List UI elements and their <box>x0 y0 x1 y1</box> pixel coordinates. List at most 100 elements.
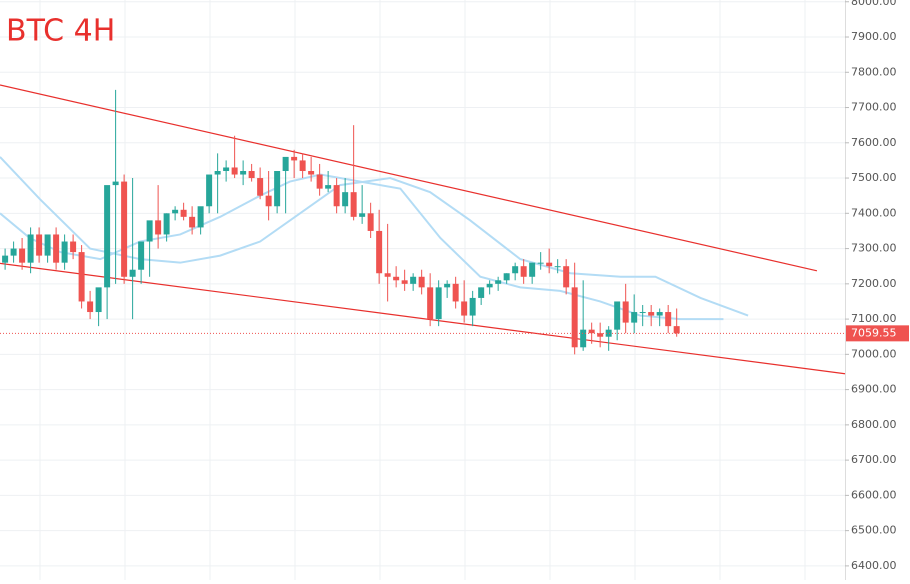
y-tick-label: 7700.00 <box>851 101 897 114</box>
candle-body <box>138 241 145 270</box>
y-tick-label: 7500.00 <box>851 171 897 184</box>
candle-body <box>631 312 638 323</box>
candle-body <box>478 287 485 298</box>
candle-body <box>367 213 374 231</box>
y-tick-label: 6400.00 <box>851 559 897 572</box>
candle-body <box>146 220 153 242</box>
candle-body <box>605 329 612 337</box>
last-price-label: 7059.55 <box>851 326 897 339</box>
candle-body <box>223 167 230 172</box>
candle-body <box>240 171 247 175</box>
candle-body <box>121 181 128 277</box>
candle-body <box>78 252 85 302</box>
candle-body <box>359 213 366 217</box>
y-tick-label: 6800.00 <box>851 418 897 431</box>
candle-body <box>571 287 578 348</box>
candle-body <box>325 185 332 189</box>
candle-body <box>435 287 442 320</box>
chart-title: BTC 4H <box>6 14 115 49</box>
candle-body <box>36 234 43 256</box>
candle-body <box>231 167 238 175</box>
candle-body <box>27 234 34 263</box>
candle-body <box>512 266 519 274</box>
candle-body <box>206 174 213 207</box>
candle-body <box>282 156 289 172</box>
candle-body <box>529 262 536 277</box>
candle-body <box>316 174 323 189</box>
candle-body <box>520 266 527 277</box>
candle-body <box>588 329 595 334</box>
candle-body <box>291 156 298 161</box>
candle-body <box>503 273 510 281</box>
candle-body <box>597 333 604 337</box>
candle-body <box>197 206 204 228</box>
candle-body <box>418 276 425 288</box>
candle-body <box>537 262 544 264</box>
y-tick-label: 7900.00 <box>851 30 897 43</box>
candle-body <box>333 185 340 207</box>
y-tick-label: 6600.00 <box>851 488 897 501</box>
candle-body <box>554 266 561 268</box>
candle-body <box>563 266 570 288</box>
candle-body <box>299 160 306 172</box>
candle-body <box>673 326 680 334</box>
candle-body <box>163 213 170 235</box>
candle-body <box>172 209 179 214</box>
y-tick-label: 7000.00 <box>851 347 897 360</box>
candle-body <box>44 234 51 256</box>
y-tick-label: 7600.00 <box>851 136 897 149</box>
candle-body <box>486 283 493 288</box>
candle-body <box>53 234 60 263</box>
y-tick-label: 6700.00 <box>851 453 897 466</box>
candle-body <box>427 287 434 320</box>
candle-body <box>189 216 196 228</box>
candle-body <box>180 209 187 217</box>
candle-body <box>265 195 272 207</box>
candle-body <box>614 301 621 330</box>
candle-body <box>248 171 255 179</box>
candle-body <box>410 276 417 284</box>
candle-body <box>580 329 587 348</box>
candle-body <box>87 301 94 313</box>
candle-body <box>665 312 672 327</box>
candle-body <box>656 312 663 316</box>
last-price-box <box>846 325 909 342</box>
candle-body <box>274 171 281 207</box>
candle-body <box>155 220 162 235</box>
y-tick-label: 7100.00 <box>851 312 897 325</box>
candle-body <box>129 269 136 277</box>
y-tick-label: 7200.00 <box>851 277 897 290</box>
candle-body <box>376 230 383 274</box>
y-tick-label: 7300.00 <box>851 242 897 255</box>
candle-body <box>546 262 553 267</box>
candle-body <box>257 178 264 196</box>
candle-body <box>384 273 391 277</box>
y-tick-label: 6900.00 <box>851 383 897 396</box>
candle-body <box>61 241 68 263</box>
candle-body <box>393 276 400 281</box>
candle-body <box>350 192 357 217</box>
candle-body <box>495 280 502 284</box>
y-tick-label: 7800.00 <box>851 65 897 78</box>
candle-body <box>95 287 102 313</box>
candle-body <box>452 283 459 302</box>
y-tick-label: 6500.00 <box>851 524 897 537</box>
candle-body <box>622 301 629 323</box>
candle-body <box>308 171 315 175</box>
y-tick-label: 8000.00 <box>851 0 897 8</box>
trendline <box>0 84 818 272</box>
candle-body <box>469 297 476 316</box>
candle-body <box>342 192 349 207</box>
candle-body <box>648 312 655 316</box>
candle-body <box>444 283 451 288</box>
candle-body <box>112 181 119 186</box>
y-tick-label: 7400.00 <box>851 206 897 219</box>
candle-body <box>214 171 221 175</box>
candle-body <box>19 248 26 263</box>
candle-body <box>461 301 468 316</box>
candle-body <box>104 185 111 288</box>
candle-body <box>2 255 9 263</box>
candle-body <box>401 280 408 284</box>
